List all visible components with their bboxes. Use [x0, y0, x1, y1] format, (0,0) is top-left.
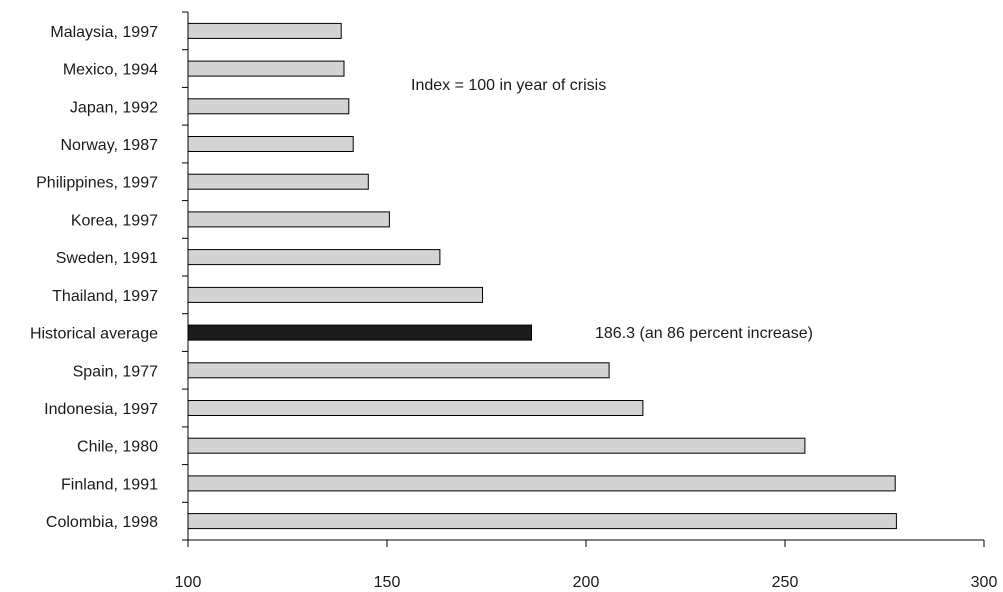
x-tick-label: 200 — [573, 574, 600, 591]
category-label: Sweden, 1991 — [56, 250, 158, 267]
category-label: Finland, 1991 — [61, 476, 158, 493]
x-tick-label: 100 — [175, 574, 202, 591]
category-labels-group: Malaysia, 1997 Mexico, 1994 Japan, 1992 Nor… — [30, 24, 158, 531]
category-label: Malaysia, 1997 — [50, 24, 158, 41]
bar — [187, 22, 342, 39]
category-label: Colombia, 1998 — [46, 514, 158, 531]
bar — [187, 437, 806, 454]
category-label: Korea, 1997 — [71, 212, 158, 229]
category-label: Norway, 1987 — [60, 137, 158, 154]
category-label: Thailand, 1997 — [52, 288, 158, 305]
bar — [187, 362, 610, 379]
bar — [187, 211, 390, 228]
category-label: Historical average — [30, 326, 158, 343]
bar-historical-average — [187, 324, 532, 341]
bar — [187, 249, 441, 266]
tick-labels-group: 100 150 200 250 300 — [175, 574, 998, 591]
bar — [187, 173, 369, 190]
category-label: Philippines, 1997 — [36, 175, 158, 192]
annotation-index-note: Index = 100 in year of crisis — [411, 77, 606, 94]
category-label: Indonesia, 1997 — [44, 401, 158, 418]
category-label: Mexico, 1994 — [63, 62, 158, 79]
bars-group — [187, 22, 897, 530]
bar — [187, 286, 483, 303]
bar — [187, 513, 897, 530]
bar — [187, 475, 896, 492]
annotation-historical-average: 186.3 (an 86 percent increase) — [595, 325, 813, 342]
x-tick-label: 300 — [971, 574, 998, 591]
axes-group — [182, 11, 985, 547]
bar — [187, 98, 350, 115]
category-label: Japan, 1992 — [70, 99, 158, 116]
x-tick-label: 150 — [374, 574, 401, 591]
category-label: Chile, 1980 — [77, 439, 158, 456]
bar — [187, 400, 644, 416]
bar — [187, 136, 354, 152]
x-tick-label: 250 — [772, 574, 799, 591]
bar — [187, 60, 345, 77]
category-label: Spain, 1977 — [73, 363, 159, 380]
